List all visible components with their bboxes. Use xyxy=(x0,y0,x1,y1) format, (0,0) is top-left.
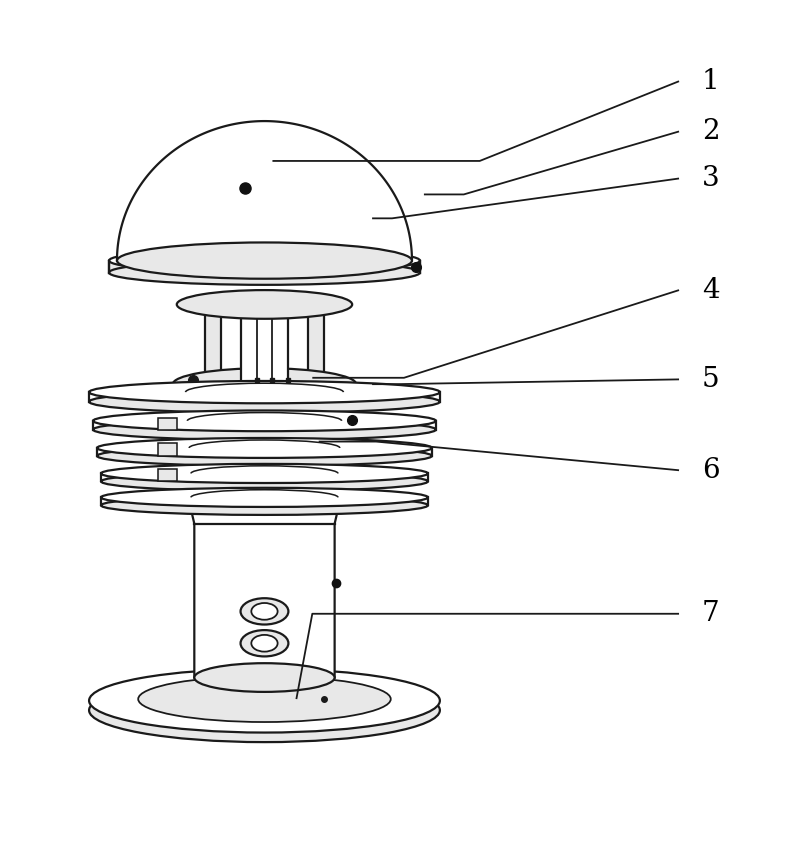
Ellipse shape xyxy=(101,472,428,491)
Polygon shape xyxy=(205,304,221,384)
Ellipse shape xyxy=(109,248,420,273)
Ellipse shape xyxy=(101,496,428,515)
Ellipse shape xyxy=(109,260,420,285)
Text: 1: 1 xyxy=(702,67,720,95)
Polygon shape xyxy=(109,261,420,272)
Text: 3: 3 xyxy=(702,165,720,192)
Ellipse shape xyxy=(93,410,436,431)
Ellipse shape xyxy=(267,463,278,473)
Text: 6: 6 xyxy=(702,457,720,484)
Polygon shape xyxy=(308,304,324,384)
Ellipse shape xyxy=(251,463,262,473)
Ellipse shape xyxy=(173,368,356,400)
Ellipse shape xyxy=(97,446,432,466)
Ellipse shape xyxy=(89,669,440,733)
Ellipse shape xyxy=(241,598,288,625)
Text: 4: 4 xyxy=(702,276,720,303)
Ellipse shape xyxy=(241,630,288,657)
Ellipse shape xyxy=(251,603,278,619)
Ellipse shape xyxy=(267,479,278,489)
Text: 2: 2 xyxy=(702,118,720,145)
Ellipse shape xyxy=(101,488,428,507)
Ellipse shape xyxy=(235,463,246,473)
Ellipse shape xyxy=(138,677,390,722)
Ellipse shape xyxy=(235,479,246,489)
Ellipse shape xyxy=(251,635,278,651)
Ellipse shape xyxy=(194,664,334,692)
Polygon shape xyxy=(158,443,177,456)
Ellipse shape xyxy=(173,415,356,449)
Ellipse shape xyxy=(101,464,428,483)
Text: 7: 7 xyxy=(702,600,720,627)
Ellipse shape xyxy=(89,678,440,742)
Ellipse shape xyxy=(89,391,440,413)
Polygon shape xyxy=(241,304,288,384)
Text: 5: 5 xyxy=(702,365,720,393)
Ellipse shape xyxy=(117,243,412,279)
Ellipse shape xyxy=(97,438,432,458)
Ellipse shape xyxy=(177,290,352,319)
Polygon shape xyxy=(158,417,177,430)
Ellipse shape xyxy=(251,479,262,489)
Polygon shape xyxy=(173,432,356,677)
Polygon shape xyxy=(158,468,177,481)
Polygon shape xyxy=(117,121,412,261)
Ellipse shape xyxy=(89,381,440,403)
Ellipse shape xyxy=(93,419,436,440)
